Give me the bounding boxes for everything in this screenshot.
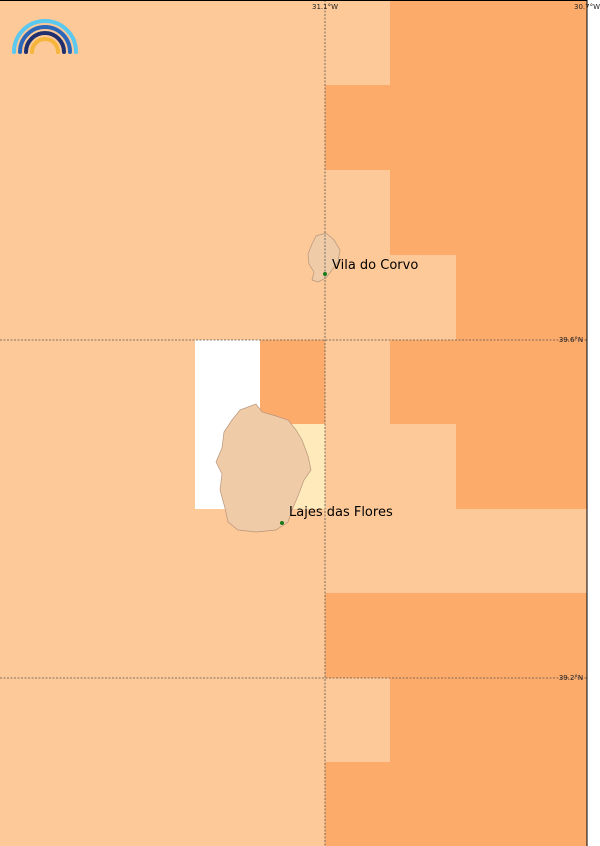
cell xyxy=(260,340,325,424)
island-corvo xyxy=(307,232,341,283)
cell xyxy=(325,762,587,846)
cell xyxy=(325,593,587,678)
cell xyxy=(390,340,587,424)
lon-label: 31.1°W xyxy=(312,3,338,11)
lat-label: 39.6°N xyxy=(559,336,583,344)
place-marker xyxy=(323,272,327,276)
island-flores xyxy=(215,403,312,533)
cell xyxy=(325,85,587,170)
place-label: Vila do Corvo xyxy=(332,258,418,273)
graticule xyxy=(0,0,587,846)
cell xyxy=(390,170,587,255)
place-marker xyxy=(280,521,284,525)
cell xyxy=(390,0,587,85)
cell xyxy=(456,255,587,340)
lon-label: 30.7°W xyxy=(574,3,600,11)
cells xyxy=(0,0,587,846)
logo xyxy=(12,19,78,54)
lat-label: 39.2°N xyxy=(559,674,583,682)
place-label: Lajes das Flores xyxy=(289,505,393,520)
cell xyxy=(456,424,587,509)
cell xyxy=(390,678,587,762)
